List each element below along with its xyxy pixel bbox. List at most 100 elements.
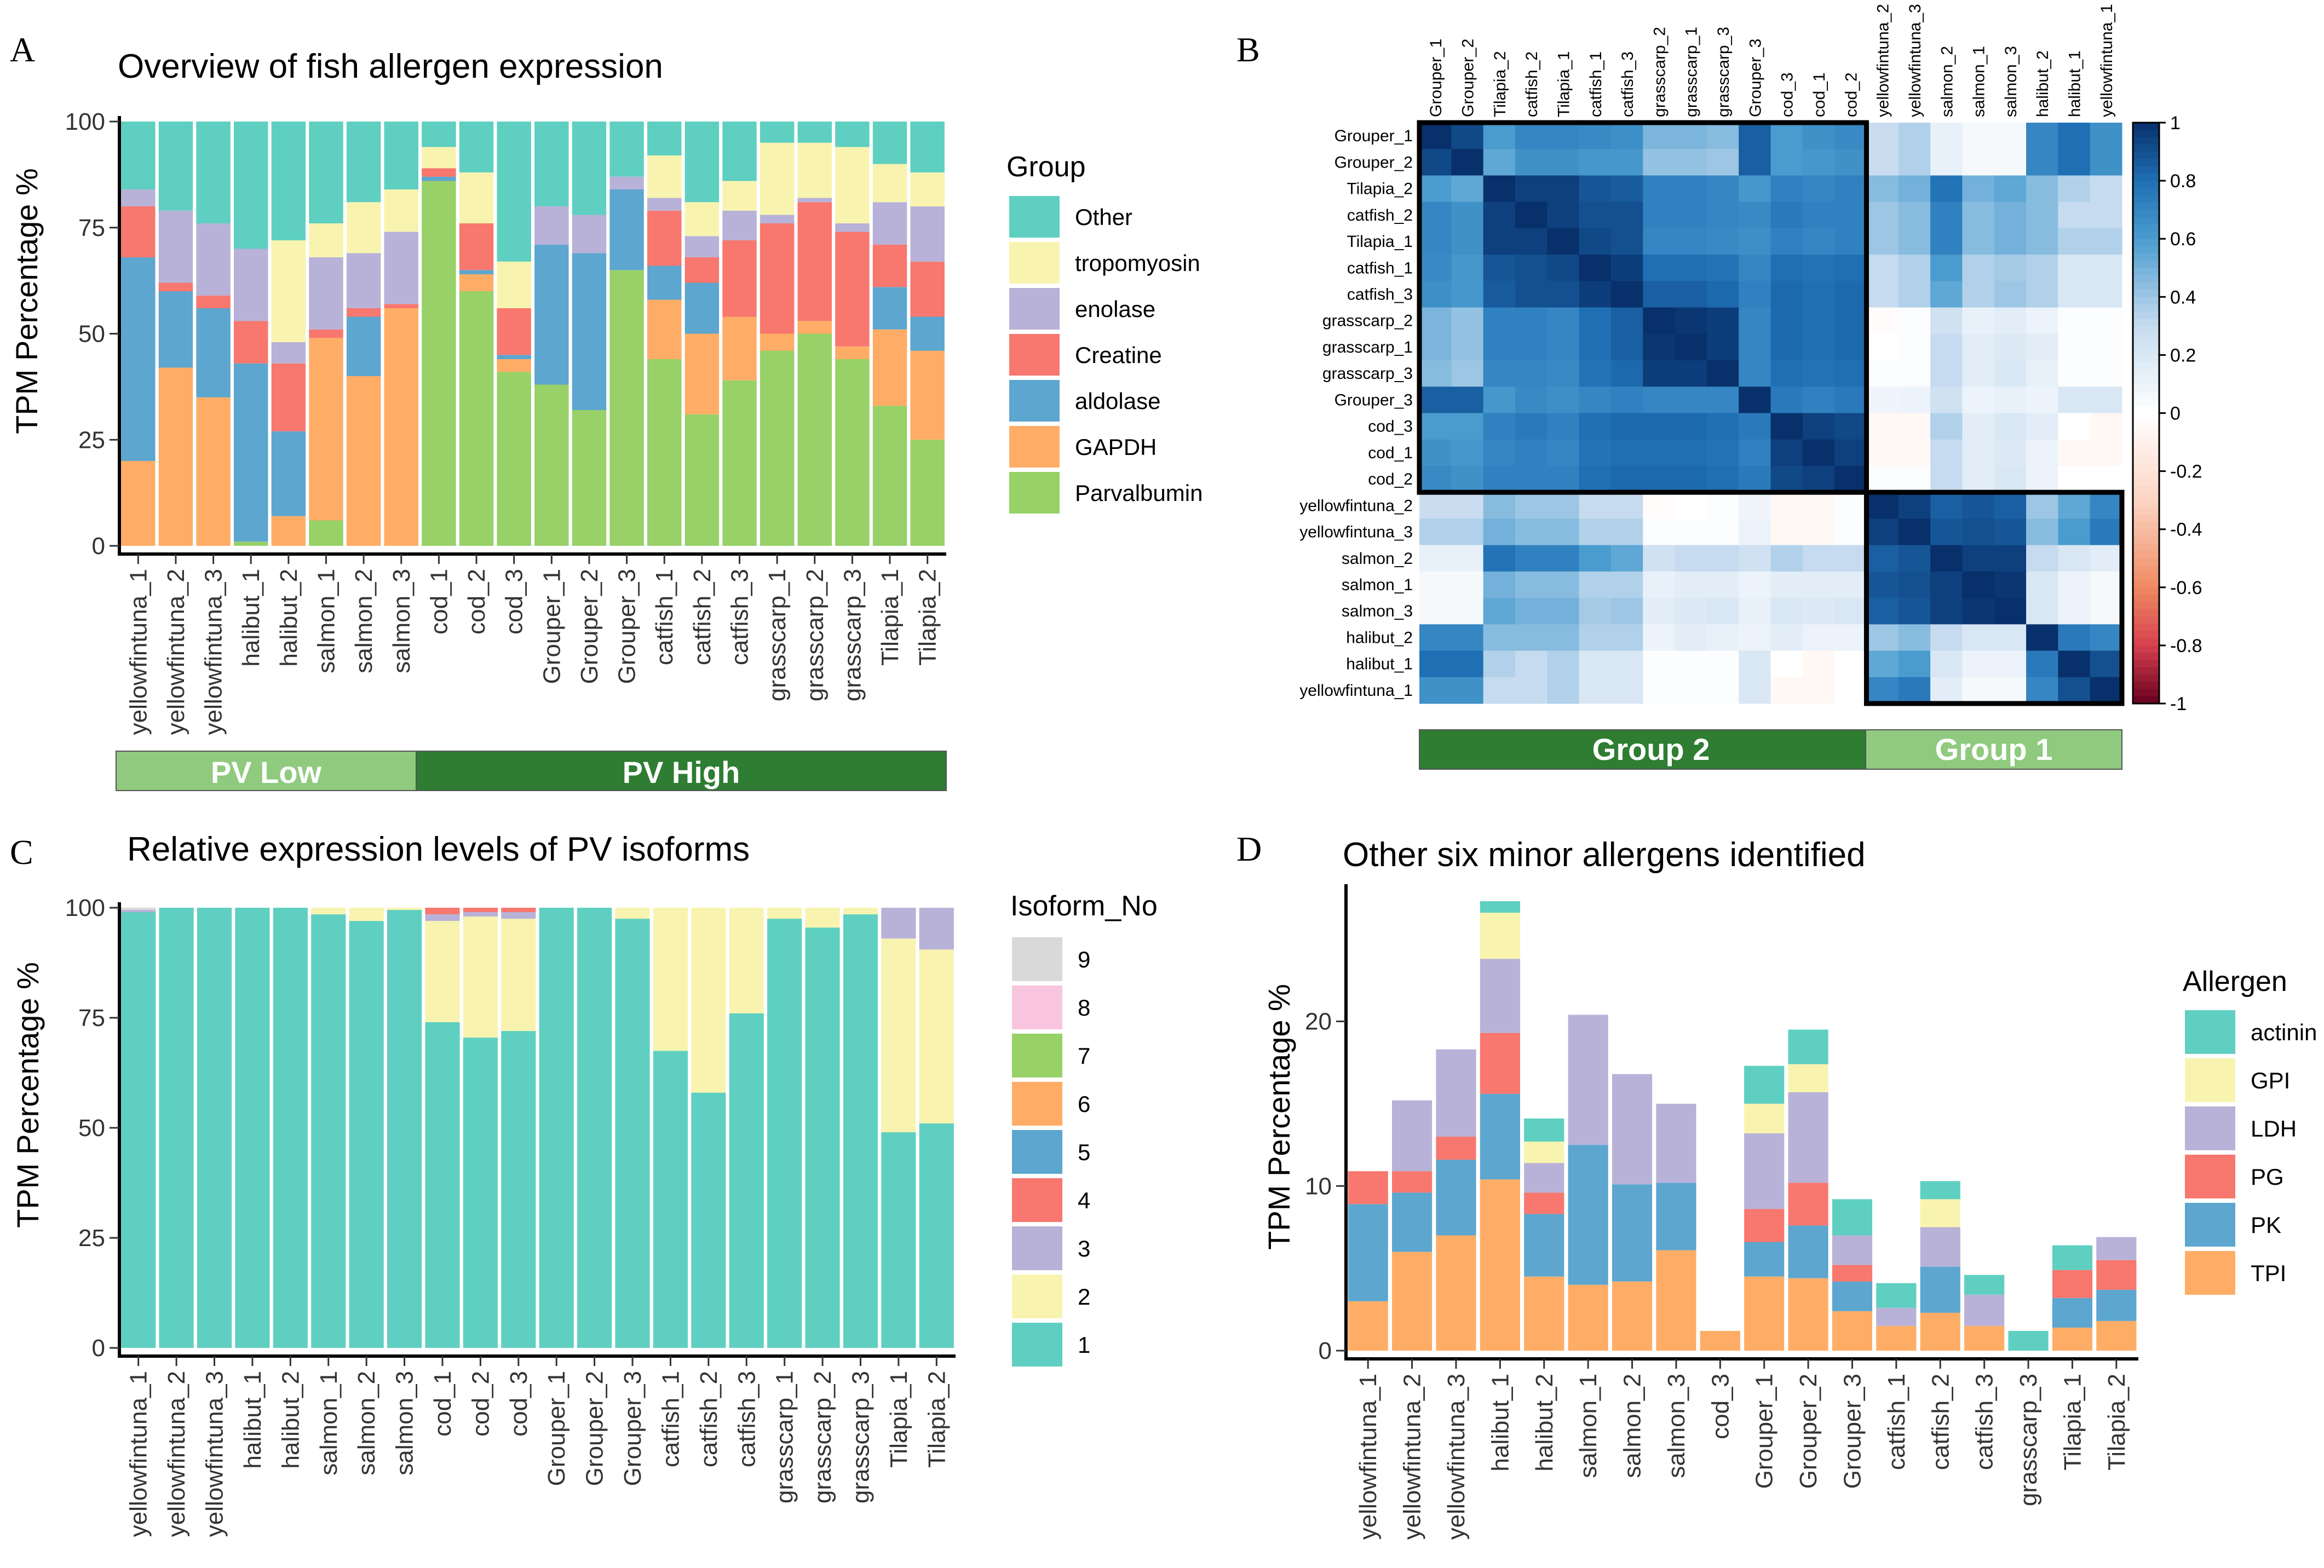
heatmap-cell-catfish-1-salmon-2 (1930, 255, 1963, 281)
heatmap-cell-salmon-3-tilapia-1 (1547, 598, 1580, 625)
heatmap-cell-grouper-3-yellowfintuna-2 (1866, 387, 1899, 413)
heatmap-cell-catfish-3-yellowfintuna-2 (1866, 281, 1899, 308)
y-tick-label: 75 (78, 1005, 105, 1031)
y-tick-label: 0 (92, 533, 105, 560)
heatmap-cell-catfish-3-catfish-2 (1515, 281, 1548, 308)
heatmap-col-label: Grouper_1 (1427, 39, 1445, 117)
heatmap-cell-catfish-1-grasscarp-3 (1706, 255, 1739, 281)
bar-tpi-yellowfintuna-1 (1348, 1301, 1388, 1351)
heatmap-cell-halibut-2-grasscarp-2 (1643, 624, 1676, 652)
heatmap-cell-grouper-2-yellowfintuna-1 (2090, 149, 2122, 176)
x-tick-label: grasscarp_3 (2015, 1374, 2042, 1506)
bar-tpi-salmon-2 (1612, 1281, 1653, 1351)
heatmap-cell-tilapia-2-grasscarp-2 (1643, 175, 1676, 203)
legend-label-pg: PG (2251, 1164, 2284, 1190)
heatmap-cell-grouper-3-salmon-2 (1930, 387, 1963, 413)
bar-pk-halibut-2 (1524, 1214, 1564, 1277)
heatmap-cell-yellowfintuna-1-cod-1 (1802, 677, 1835, 704)
heatmap-cell-catfish-2-grasscarp-3 (1706, 201, 1739, 229)
colorbar-segment (2133, 500, 2159, 508)
bar-gapdh-grasscarp-2 (797, 321, 832, 334)
heatmap-cell-yellowfintuna-1-salmon-1 (1962, 677, 1995, 704)
heatmap-cell-catfish-1-grouper-2 (1451, 255, 1484, 281)
bar-1-grasscarp-2 (805, 927, 840, 1348)
colorbar-segment (2133, 137, 2159, 145)
bar-pg-halibut-2 (1524, 1192, 1564, 1214)
heatmap-cell-catfish-3-grasscarp-1 (1675, 281, 1707, 308)
heatmap-cell-halibut-2-grouper-1 (1419, 624, 1452, 652)
heatmap-cell-grouper-2-tilapia-1 (1547, 149, 1580, 176)
bar-1-yellowfintuna-2 (159, 908, 194, 1348)
heatmap-cell-cod-2-catfish-3 (1610, 465, 1643, 493)
heatmap-cell-grasscarp-3-catfish-1 (1579, 360, 1612, 387)
colorbar-segment (2133, 152, 2159, 159)
heatmap-cell-yellowfintuna-3-cod-3 (1770, 518, 1803, 546)
x-tick-label: halibut_1 (1487, 1374, 1514, 1472)
heatmap-row-label: cod_1 (1368, 444, 1413, 462)
heatmap-row-label: yellowfintuna_2 (1299, 497, 1413, 515)
heatmap-cell-cod-2-cod-1 (1802, 465, 1835, 493)
heatmap-cell-grouper-3-halibut-1 (2058, 387, 2091, 413)
heatmap-cell-grouper-2-salmon-3 (1994, 149, 2027, 176)
heatmap-cell-salmon-2-grouper-3 (1739, 545, 1771, 572)
x-tick-label: Tilapia_1 (2059, 1374, 2086, 1471)
x-tick-label: Grouper_3 (619, 1371, 646, 1486)
heatmap-cell-halibut-1-yellowfintuna-2 (1866, 650, 1899, 678)
heatmap-cell-yellowfintuna-1-catfish-2 (1515, 677, 1548, 704)
legend-swatch-7 (1012, 1034, 1062, 1077)
heatmap-cell-cod-2-grasscarp-2 (1643, 465, 1676, 493)
heatmap-cell-yellowfintuna-1-grouper-3 (1739, 677, 1771, 704)
bar-parvalbumin-grasscarp-1 (760, 350, 795, 546)
heatmap-cell-salmon-1-catfish-1 (1579, 571, 1612, 598)
heatmap-cell-salmon-1-salmon-3 (1994, 571, 2027, 598)
legend-swatch-6 (1012, 1082, 1062, 1126)
heatmap-cell-salmon-1-halibut-2 (2026, 571, 2058, 598)
bar-parvalbumin-catfish-3 (722, 380, 757, 546)
legend-label-gapdh: GAPDH (1075, 434, 1157, 460)
heatmap-cell-grouper-1-halibut-2 (2026, 123, 2058, 149)
bar-gapdh-yellowfintuna-1 (121, 461, 156, 546)
heatmap-cell-salmon-2-salmon-2 (1930, 545, 1963, 572)
x-tick-label: salmon_2 (1619, 1374, 1646, 1478)
heatmap-cell-cod-2-tilapia-2 (1483, 465, 1516, 493)
heatmap-col-label: grasscarp_1 (1683, 27, 1701, 117)
heatmap-cell-yellowfintuna-1-tilapia-1 (1547, 677, 1580, 704)
bar-other-grasscarp-2 (797, 122, 832, 143)
heatmap-cell-salmon-2-catfish-3 (1610, 545, 1643, 572)
heatmap-cell-yellowfintuna-2-grouper-1 (1419, 492, 1452, 519)
bar-other-halibut-1 (233, 122, 268, 249)
heatmap-cell-salmon-3-halibut-1 (2058, 598, 2091, 625)
colorbar-segment (2133, 478, 2159, 486)
heatmap-cell-grouper-3-catfish-1 (1579, 387, 1612, 413)
heatmap-cell-tilapia-2-yellowfintuna-3 (1898, 175, 1931, 203)
heatmap-cell-salmon-2-tilapia-1 (1547, 545, 1580, 572)
colorbar-segment (2133, 210, 2159, 218)
x-tick-label: grasscarp_3 (847, 1371, 874, 1503)
heatmap-cell-grouper-3-salmon-3 (1994, 387, 2027, 413)
heatmap-cell-grouper-3-grouper-2 (1451, 387, 1484, 413)
heatmap-cell-yellowfintuna-3-tilapia-1 (1547, 518, 1580, 546)
bar-ldh-yellowfintuna-3 (1436, 1049, 1476, 1137)
heatmap-cell-yellowfintuna-3-cod-1 (1802, 518, 1835, 546)
pv-high-label: PV High (623, 755, 740, 789)
heatmap-cell-grouper-1-grasscarp-3 (1706, 123, 1739, 149)
heatmap-cell-salmon-1-catfish-3 (1610, 571, 1643, 598)
heatmap-cell-catfish-1-halibut-1 (2058, 255, 2091, 281)
colorbar-segment (2133, 195, 2159, 203)
heatmap-cell-yellowfintuna-3-grouper-3 (1739, 518, 1771, 546)
heatmap-cell-cod-2-yellowfintuna-3 (1898, 465, 1931, 493)
x-tick-label: yellowfintuna_2 (163, 569, 189, 735)
bar-gapdh-cod-3 (497, 359, 531, 372)
bar-enolase-tilapia-2 (910, 206, 945, 262)
heatmap-cell-catfish-2-salmon-1 (1962, 201, 1995, 229)
bar-pk-salmon-3 (1656, 1183, 1696, 1250)
bar-aldolase-salmon-2 (346, 316, 381, 376)
heatmap-cell-grasscarp-3-catfish-3 (1610, 360, 1643, 387)
heatmap-cell-grouper-3-grasscarp-1 (1675, 387, 1707, 413)
heatmap-cell-yellowfintuna-2-grouper-2 (1451, 492, 1484, 519)
bar-ldh-salmon-3 (1656, 1103, 1696, 1183)
heatmap-cell-salmon-2-cod-2 (1834, 545, 1867, 572)
heatmap-cell-cod-1-salmon-3 (1994, 439, 2027, 466)
bar-gapdh-salmon-3 (384, 308, 419, 546)
heatmap-cell-halibut-2-salmon-3 (1994, 624, 2027, 652)
